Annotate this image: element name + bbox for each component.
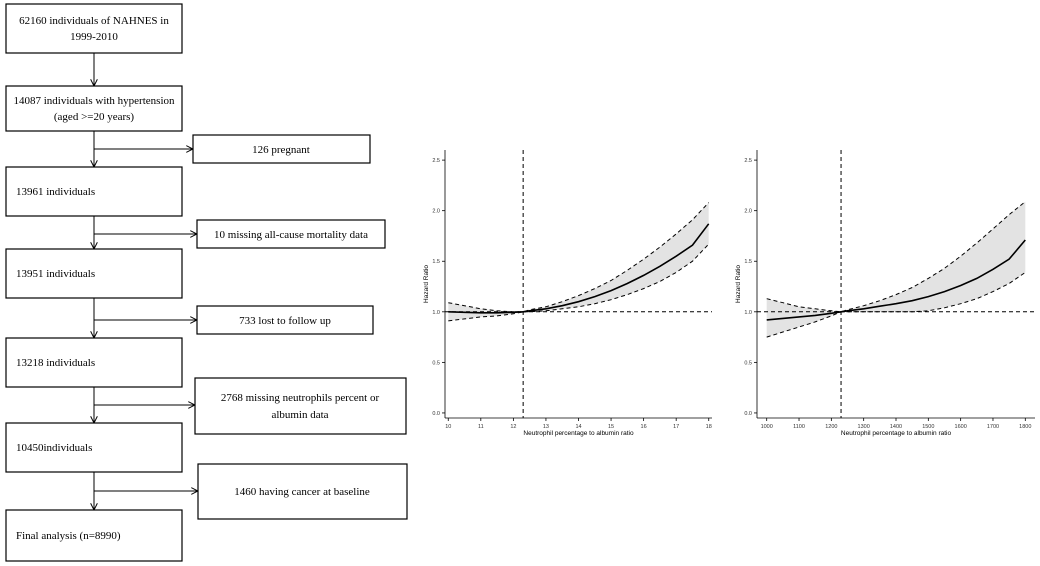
flow-box-text: 10450individuals: [16, 442, 92, 454]
y-tick-label: 2.5: [744, 158, 752, 164]
x-tick-label: 1400: [890, 424, 902, 430]
flow-box-b1: 62160 individuals of NAHNES in 1999-2010: [5, 3, 183, 54]
flow-box-b5: 13218 individuals: [5, 337, 183, 388]
y-axis-label: Hazard Ratio: [735, 265, 742, 303]
flow-box-b7: Final analysis (n=8990): [5, 509, 183, 562]
x-tick-label: 11: [478, 424, 484, 430]
lower-ci-line: [448, 243, 710, 322]
x-tick-label: 16: [641, 424, 647, 430]
y-tick-label: 0.0: [432, 411, 440, 417]
y-tick-label: 1.0: [744, 310, 752, 316]
exclusion-box-text: 2768 missing neutrophils percent or: [221, 392, 380, 404]
flow-box-b2: 14087 individuals with hypertension (age…: [5, 85, 183, 132]
flow-box-text: Final analysis (n=8990): [16, 530, 121, 542]
y-tick-label: 0.5: [432, 360, 440, 366]
x-tick-label: 1800: [1019, 424, 1031, 430]
x-tick-label: 17: [673, 424, 679, 430]
upper-ci-line: [766, 201, 1026, 313]
x-tick-label: 1000: [761, 424, 773, 430]
flow-box-text: 13951 individuals: [16, 268, 95, 280]
hazard-ratio-chart-1: 0.0 0.5 1.0 1.5 2.0 2.5 10 11 12 13 14 15 16 17 18 Neut…: [423, 150, 712, 437]
exclusion-box-e5: 1460 having cancer at baseline: [197, 463, 408, 520]
flow-box-text: 13961 individuals: [16, 186, 95, 198]
x-tick-label: 12: [510, 424, 516, 430]
exclusion-box-text: 10 missing all-cause mortality data: [214, 229, 368, 241]
exclusion-box-e1: 126 pregnant: [192, 134, 371, 164]
x-tick-label: 15: [608, 424, 614, 430]
upper-ci-line: [448, 202, 710, 313]
exclusion-box-text: albumin data: [271, 409, 328, 421]
flow-box-b4: 13951 individuals: [5, 248, 183, 299]
y-tick-label: 0.0: [744, 411, 752, 417]
x-tick-label: 1600: [955, 424, 967, 430]
confidence-band: [448, 202, 709, 321]
flow-box-b6: 10450individuals: [5, 422, 183, 473]
exclusion-box-e3: 733 lost to follow up: [196, 305, 374, 335]
x-tick-label: 1700: [987, 424, 999, 430]
y-tick-label: 1.5: [744, 259, 752, 265]
x-tick-label: 1300: [858, 424, 870, 430]
lower-ci-line: [766, 271, 1026, 338]
exclusion-box-text: 1460 having cancer at baseline: [234, 486, 370, 498]
y-tick-label: 1.5: [432, 259, 440, 265]
exclusion-box-text: 733 lost to follow up: [239, 315, 331, 327]
flow-box-b3: 13961 individuals: [5, 166, 183, 217]
exclusion-box-text: 126 pregnant: [252, 144, 310, 156]
flowchart: 62160 individuals of NAHNES in 1999-2010…: [5, 3, 408, 562]
x-tick-label: 14: [575, 424, 581, 430]
x-tick-label: 13: [543, 424, 549, 430]
y-tick-label: 1.0: [432, 310, 440, 316]
x-tick-label: 18: [706, 424, 712, 430]
x-axis-label: Neutrophil percentage to albumin ratio: [841, 430, 952, 437]
x-tick-label: 10: [445, 424, 451, 430]
hazard-ratio-line: [766, 239, 1026, 321]
flow-box-text: 62160 individuals of NAHNES in: [19, 15, 169, 27]
x-axis-label: Neutrophil percentage to albumin ratio: [523, 430, 634, 437]
y-tick-label: 2.5: [432, 158, 440, 164]
y-tick-label: 0.5: [744, 360, 752, 366]
x-tick-label: 1500: [922, 424, 934, 430]
flow-box-text: (aged >=20 years): [54, 111, 135, 123]
y-tick-label: 2.0: [432, 209, 440, 215]
hazard-ratio-chart-2: 0.0 0.5 1.0 1.5 2.0 2.5 1000 1100 1200 1300 1400 15…: [735, 150, 1035, 437]
hazard-ratio-line: [448, 223, 710, 314]
flow-box-text: 14087 individuals with hypertension: [13, 95, 175, 107]
y-axis-label: Hazard Ratio: [423, 265, 430, 303]
exclusion-box-e2: 10 missing all-cause mortality data: [196, 219, 386, 249]
flow-box-text: 13218 individuals: [16, 357, 95, 369]
x-tick-label: 1100: [793, 424, 805, 430]
y-tick-label: 2.0: [744, 209, 752, 215]
flow-box-text: 1999-2010: [70, 31, 118, 43]
x-tick-label: 1200: [825, 424, 837, 430]
exclusion-box-e4: 2768 missing neutrophils percent or albu…: [194, 377, 407, 435]
